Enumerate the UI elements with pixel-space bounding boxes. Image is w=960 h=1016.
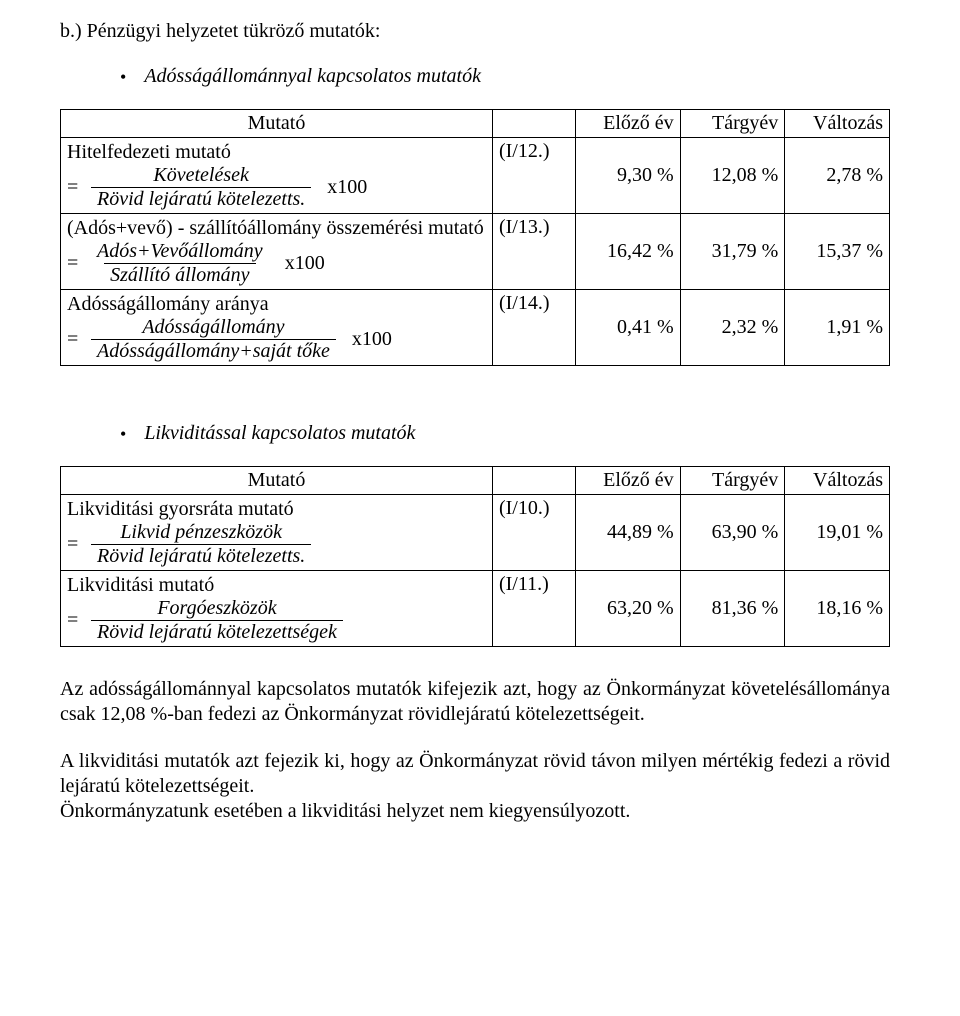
eq-sign: = [67, 609, 81, 632]
table-liquidity-indicators: Mutató Előző év Tárgyév Változás Likvidi… [60, 466, 890, 647]
th-curr: Tárgyév [680, 467, 785, 495]
t2-row2-frac-top: Forgóeszközök [151, 597, 282, 620]
t2-row1-chg: 19,01 % [785, 495, 890, 571]
th-code [492, 110, 575, 138]
row3-curr: 2,32 % [680, 290, 785, 366]
t2-row2-chg: 18,16 % [785, 571, 890, 647]
t2-row1-prev: 44,89 % [575, 495, 680, 571]
bullet-icon: • [120, 65, 126, 89]
paragraph-2: A likviditási mutatók azt fejezik ki, ho… [60, 749, 890, 799]
paragraph-3: Önkormányzatunk esetében a likviditási h… [60, 799, 890, 824]
eq-sign: = [67, 533, 81, 556]
t2-row2-code: (I/11.) [492, 571, 575, 647]
bullet-1-text: Adósságállománnyal kapcsolatos mutatók [144, 65, 481, 88]
table-row: Likviditási mutató = Forgóeszközök Rövid… [61, 571, 890, 647]
row3-mult: x100 [352, 328, 392, 351]
section-title: b.) Pénzügyi helyzetet tükröző mutatók: [60, 20, 890, 43]
t2-row1-code: (I/10.) [492, 495, 575, 571]
bullet-2-text: Likviditással kapcsolatos mutatók [144, 422, 415, 445]
row1-frac-top: Követelések [147, 164, 255, 187]
paragraph-1: Az adósságállománnyal kapcsolatos mutató… [60, 677, 890, 727]
table-row: Likviditási gyorsráta mutató = Likvid pé… [61, 495, 890, 571]
row3-frac-top: Adósságállomány [136, 316, 290, 339]
t2-row2-prev: 63,20 % [575, 571, 680, 647]
row2-prev: 16,42 % [575, 214, 680, 290]
row2-frac-top: Adós+Vevőállomány [91, 240, 269, 263]
row1-formula: = Követelések Rövid lejáratú kötelezetts… [67, 164, 486, 211]
table-row: (Adós+vevő) - szállítóállomány összeméré… [61, 214, 890, 290]
t2-row1-formula: = Likvid pénzeszközök Rövid lejáratú köt… [67, 521, 486, 568]
row1-curr: 12,08 % [680, 138, 785, 214]
table-row: Adósságállomány aránya = Adósságállomány… [61, 290, 890, 366]
th-prev: Előző év [575, 467, 680, 495]
row3-code: (I/14.) [492, 290, 575, 366]
th-mutato: Mutató [61, 110, 493, 138]
bullet-2: • Likviditással kapcsolatos mutatók [120, 422, 890, 446]
th-code [492, 467, 575, 495]
t2-row2-frac-bot: Rövid lejáratú kötelezettségek [91, 620, 343, 644]
table-header-row: Mutató Előző év Tárgyév Változás [61, 467, 890, 495]
eq-sign: = [67, 176, 81, 199]
row3-prev: 0,41 % [575, 290, 680, 366]
t2-row1-title: Likviditási gyorsráta mutató [67, 497, 486, 521]
t2-row1-frac-top: Likvid pénzeszközök [114, 521, 288, 544]
th-curr: Tárgyév [680, 110, 785, 138]
row3-chg: 1,91 % [785, 290, 890, 366]
eq-sign: = [67, 252, 81, 275]
row1-mult: x100 [327, 176, 367, 199]
row2-chg: 15,37 % [785, 214, 890, 290]
row2-code: (I/13.) [492, 214, 575, 290]
th-mutato: Mutató [61, 467, 493, 495]
row1-frac-bot: Rövid lejáratú kötelezetts. [91, 187, 311, 211]
bullet-1: • Adósságállománnyal kapcsolatos mutatók [120, 65, 890, 89]
row3-frac-bot: Adósságállomány+saját tőke [91, 339, 336, 363]
row2-mult: x100 [285, 252, 325, 275]
row1-chg: 2,78 % [785, 138, 890, 214]
row1-prev: 9,30 % [575, 138, 680, 214]
th-chg: Változás [785, 467, 890, 495]
row2-title: (Adós+vevő) - szállítóállomány összeméré… [67, 216, 486, 240]
t2-row2-formula: = Forgóeszközök Rövid lejáratú kötelezet… [67, 597, 486, 644]
t2-row2-curr: 81,36 % [680, 571, 785, 647]
row2-formula: = Adós+Vevőállomány Szállító állomány x1… [67, 240, 486, 287]
row3-formula: = Adósságállomány Adósságállomány+saját … [67, 316, 486, 363]
bullet-icon: • [120, 422, 126, 446]
table-header-row: Mutató Előző év Tárgyév Változás [61, 110, 890, 138]
row1-title: Hitelfedezeti mutató [67, 140, 486, 164]
t2-row1-curr: 63,90 % [680, 495, 785, 571]
t2-row1-frac-bot: Rövid lejáratú kötelezetts. [91, 544, 311, 568]
row1-code: (I/12.) [492, 138, 575, 214]
table-row: Hitelfedezeti mutató = Követelések Rövid… [61, 138, 890, 214]
row3-title: Adósságállomány aránya [67, 292, 486, 316]
eq-sign: = [67, 328, 81, 351]
row2-curr: 31,79 % [680, 214, 785, 290]
th-chg: Változás [785, 110, 890, 138]
th-prev: Előző év [575, 110, 680, 138]
t2-row2-title: Likviditási mutató [67, 573, 486, 597]
row2-frac-bot: Szállító állomány [104, 263, 255, 287]
table-debt-indicators: Mutató Előző év Tárgyév Változás Hitelfe… [60, 109, 890, 366]
